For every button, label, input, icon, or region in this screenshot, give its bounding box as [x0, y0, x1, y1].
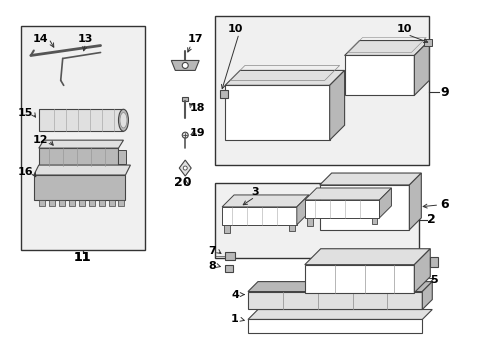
Polygon shape [39, 140, 123, 148]
Polygon shape [304, 200, 379, 218]
Polygon shape [306, 218, 312, 226]
Text: 12: 12 [33, 135, 48, 145]
Polygon shape [224, 225, 229, 233]
Ellipse shape [182, 62, 188, 68]
Bar [182, 97, 188, 101]
Polygon shape [99, 200, 104, 206]
Polygon shape [222, 195, 308, 207]
Polygon shape [371, 218, 377, 224]
Polygon shape [118, 150, 126, 164]
Polygon shape [224, 252, 235, 260]
Text: 11: 11 [74, 251, 91, 264]
Polygon shape [49, 200, 55, 206]
Text: 10: 10 [396, 24, 411, 33]
Polygon shape [413, 249, 429, 293]
Polygon shape [224, 71, 344, 85]
Text: 4: 4 [231, 289, 239, 300]
Text: 5: 5 [429, 275, 437, 285]
Polygon shape [34, 165, 130, 175]
Polygon shape [247, 292, 422, 310]
Text: 1: 1 [231, 314, 239, 324]
Text: 7: 7 [208, 246, 216, 256]
Polygon shape [319, 185, 408, 230]
Text: 11: 11 [74, 251, 91, 264]
Polygon shape [288, 225, 294, 231]
Bar [215, 15, 428, 165]
Ellipse shape [120, 113, 127, 128]
Ellipse shape [183, 166, 187, 170]
Polygon shape [68, 200, 75, 206]
Polygon shape [88, 200, 94, 206]
Ellipse shape [182, 132, 188, 138]
Text: 3: 3 [251, 187, 258, 197]
Text: 9: 9 [439, 86, 447, 99]
Polygon shape [179, 160, 191, 176]
Polygon shape [171, 60, 199, 71]
Polygon shape [296, 195, 308, 225]
Polygon shape [424, 39, 431, 45]
Polygon shape [422, 282, 431, 310]
Polygon shape [220, 90, 227, 98]
Polygon shape [224, 85, 329, 140]
Bar [21, 26, 145, 250]
Text: 8: 8 [208, 261, 216, 271]
Polygon shape [247, 319, 422, 333]
Text: 2: 2 [426, 213, 435, 226]
Polygon shape [247, 310, 431, 319]
Polygon shape [344, 55, 413, 95]
Polygon shape [222, 207, 296, 225]
Polygon shape [224, 265, 233, 272]
Text: 19: 19 [189, 128, 204, 138]
Polygon shape [39, 200, 45, 206]
Polygon shape [429, 257, 437, 267]
Text: 13: 13 [78, 33, 93, 44]
Polygon shape [39, 109, 123, 131]
Polygon shape [108, 200, 114, 206]
Polygon shape [59, 200, 64, 206]
Polygon shape [79, 200, 84, 206]
Text: 16: 16 [18, 167, 34, 177]
Polygon shape [408, 173, 421, 230]
Polygon shape [304, 249, 429, 265]
Polygon shape [344, 41, 428, 55]
Polygon shape [247, 282, 431, 292]
Bar [215, 183, 419, 258]
Polygon shape [304, 188, 390, 200]
Text: 10: 10 [227, 24, 242, 33]
Ellipse shape [118, 109, 128, 131]
Polygon shape [118, 200, 124, 206]
Polygon shape [413, 41, 428, 95]
Text: 20: 20 [174, 176, 192, 189]
Text: 15: 15 [18, 108, 34, 118]
Polygon shape [304, 265, 413, 293]
Text: 17: 17 [187, 33, 203, 44]
Polygon shape [39, 148, 118, 166]
Polygon shape [34, 175, 125, 200]
Text: 6: 6 [439, 198, 447, 211]
Polygon shape [319, 173, 421, 185]
Polygon shape [329, 71, 344, 140]
Text: 18: 18 [189, 103, 204, 113]
Text: 14: 14 [33, 33, 48, 44]
Polygon shape [379, 188, 390, 218]
